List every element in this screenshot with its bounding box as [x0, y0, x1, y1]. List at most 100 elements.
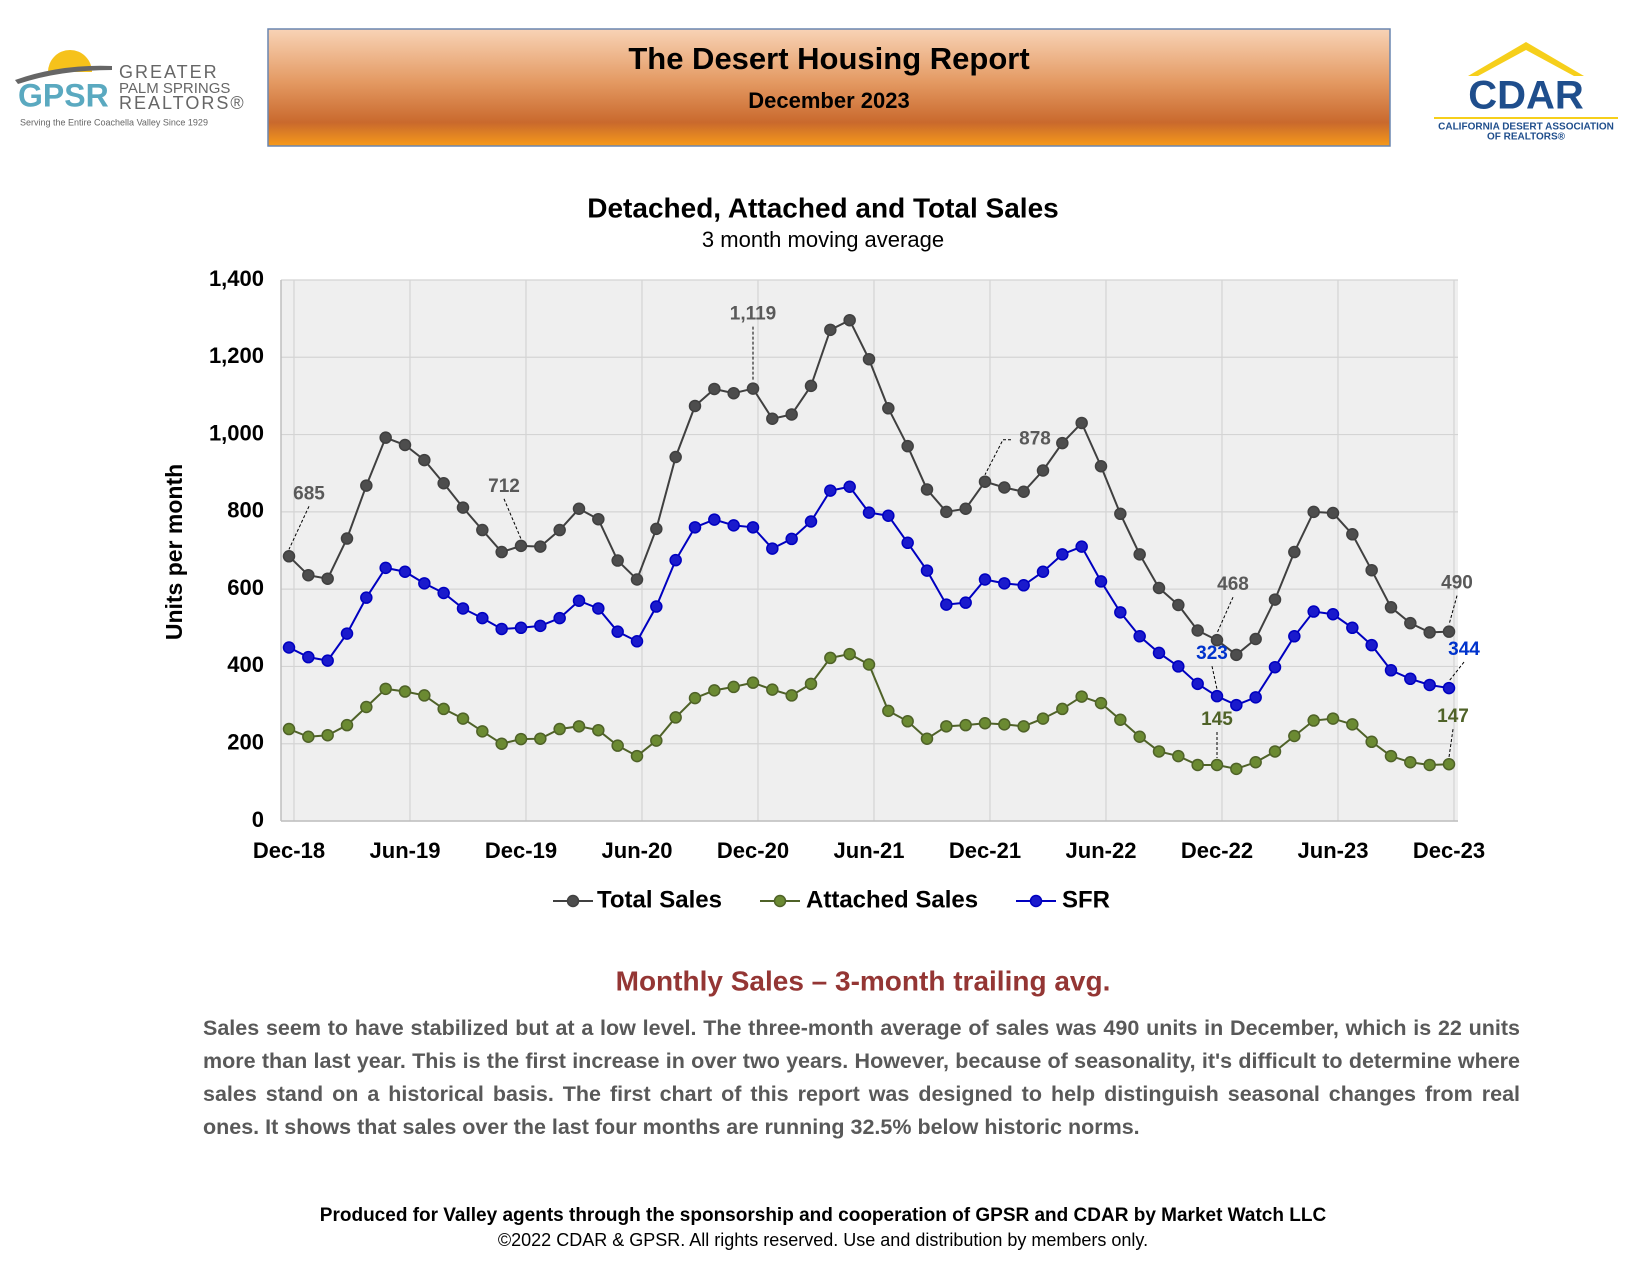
point [630, 573, 644, 586]
point [1075, 416, 1088, 430]
point [1384, 749, 1398, 763]
point [843, 647, 856, 661]
point [1056, 702, 1069, 716]
point [321, 728, 334, 742]
point [669, 711, 682, 724]
x-tick-label: Dec-21 [949, 838, 1021, 863]
point [1384, 601, 1398, 614]
point [688, 399, 702, 413]
point [669, 450, 682, 464]
point [553, 611, 566, 625]
point [302, 730, 315, 744]
point [437, 477, 450, 490]
point [476, 523, 489, 537]
data-label: 468 [1217, 574, 1249, 595]
point [592, 602, 605, 615]
point [553, 523, 566, 537]
x-tick-label: Jun-23 [1298, 838, 1369, 863]
point [418, 689, 431, 702]
point [611, 625, 624, 638]
point [1133, 730, 1146, 744]
data-label: 323 [1196, 643, 1228, 664]
point [1230, 762, 1243, 776]
point [1133, 548, 1146, 561]
point [1191, 677, 1204, 691]
commentary-text: Sales seem to have stabilized but at a l… [203, 1016, 1520, 1139]
point [1094, 575, 1108, 588]
point [630, 749, 644, 763]
point [727, 386, 740, 400]
legend-marker [566, 894, 580, 908]
point [1326, 506, 1340, 520]
point [572, 594, 586, 607]
header-subtitle: December 2023 [748, 88, 909, 113]
point [553, 722, 566, 736]
point [920, 483, 934, 496]
point [727, 680, 740, 694]
x-tick-label: Dec-19 [485, 838, 557, 863]
point [1288, 630, 1301, 643]
point [708, 382, 721, 396]
point [282, 550, 296, 563]
leader-line [503, 498, 522, 540]
point [766, 683, 779, 696]
point [456, 501, 470, 514]
point [456, 602, 470, 615]
point [688, 691, 702, 705]
data-label: 878 [1019, 429, 1051, 450]
logo-text: OF REALTORS® [1487, 132, 1566, 143]
point [340, 627, 354, 640]
point [940, 598, 953, 611]
point [785, 689, 798, 702]
point [572, 502, 586, 516]
point [495, 545, 508, 559]
point [398, 685, 412, 698]
point [1172, 749, 1185, 763]
point [843, 313, 856, 327]
point [998, 577, 1011, 590]
point [901, 439, 914, 453]
data-label: 147 [1437, 706, 1469, 727]
point [746, 521, 760, 534]
point [746, 382, 760, 395]
point [495, 737, 508, 750]
logo-mark: CDAR [1468, 74, 1584, 118]
point [1268, 745, 1282, 758]
point [282, 641, 296, 654]
point [476, 611, 489, 625]
point [1268, 660, 1282, 674]
point [1423, 678, 1436, 692]
point [1365, 563, 1378, 577]
point [862, 352, 876, 366]
point [1191, 758, 1204, 772]
logo-text: GREATER [119, 62, 219, 82]
logo-mark: GPSR [18, 77, 109, 113]
point [766, 412, 779, 425]
point [1172, 598, 1185, 612]
point [1191, 624, 1204, 637]
point [920, 564, 934, 577]
point [959, 596, 972, 609]
chart-subtitle: 3 month moving average [702, 227, 944, 252]
y-tick-label: 0 [252, 807, 264, 832]
header-title: The Desert Housing Report [628, 41, 1029, 76]
point [379, 431, 392, 444]
point [1326, 712, 1340, 725]
leader-line [984, 439, 1011, 475]
point [340, 532, 354, 545]
x-tick-label: Dec-23 [1413, 838, 1485, 863]
point [669, 553, 682, 567]
x-tick-label: Jun-19 [370, 838, 441, 863]
point [1210, 633, 1224, 647]
footer-line: Produced for Valley agents through the s… [320, 1205, 1327, 1226]
point [360, 591, 373, 604]
point [1249, 691, 1262, 704]
point [1365, 735, 1378, 749]
point [940, 505, 953, 519]
legend-label: Attached Sales [806, 886, 978, 913]
leader-line [1448, 595, 1458, 625]
point [708, 513, 721, 526]
y-axis-label: Units per month [161, 464, 187, 640]
point [592, 512, 605, 526]
